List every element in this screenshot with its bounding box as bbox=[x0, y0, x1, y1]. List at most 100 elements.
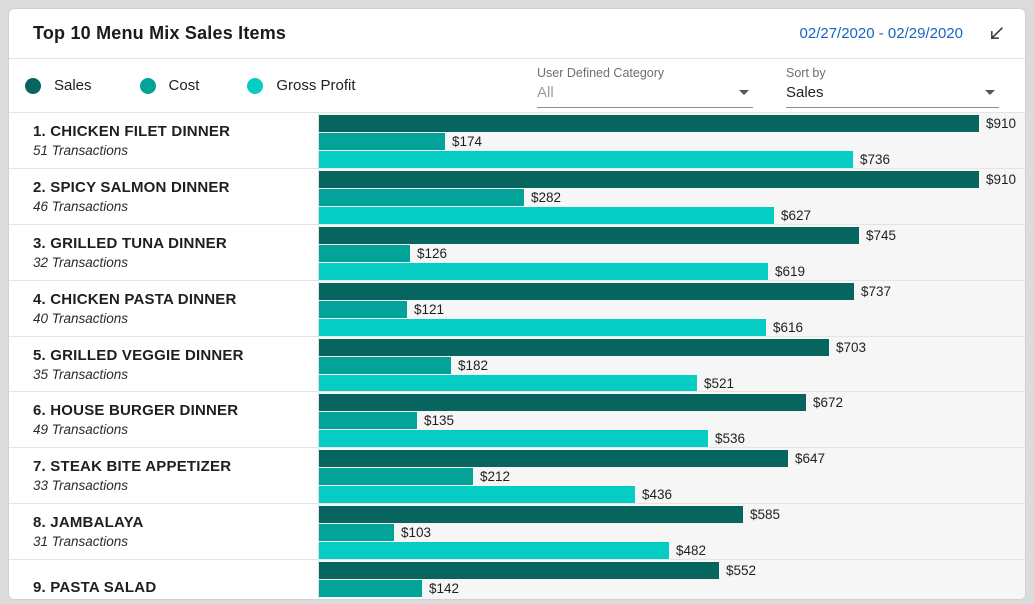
menu-item-label: 3. GRILLED TUNA DINNER 32 Transactions bbox=[9, 224, 319, 280]
cost-bar[interactable] bbox=[319, 468, 473, 486]
gross-profit-bar[interactable] bbox=[319, 262, 768, 280]
legend: Sales Cost Gross Profit bbox=[25, 77, 404, 94]
item-transactions: 33 Transactions bbox=[33, 478, 129, 494]
cost-bar[interactable] bbox=[319, 188, 524, 206]
gross-profit-bar-value: $736 bbox=[860, 152, 891, 167]
cost-bar-value: $103 bbox=[401, 525, 432, 541]
category-filter-field[interactable]: All bbox=[537, 84, 753, 108]
item-rank-name: 5. GRILLED VEGGIE DINNER bbox=[33, 346, 244, 364]
sales-color-dot bbox=[25, 77, 41, 94]
cost-bar-line: $282 bbox=[319, 188, 1025, 206]
sales-bar-value: $910 bbox=[986, 116, 1017, 131]
menu-item-bars: $737 $121 $616 bbox=[319, 280, 1025, 336]
chevron-down-icon bbox=[985, 90, 995, 95]
menu-mix-card: Top 10 Menu Mix Sales Items 02/27/2020 -… bbox=[8, 8, 1026, 600]
user-defined-category-select[interactable]: User Defined Category All bbox=[537, 66, 753, 108]
cost-bar[interactable] bbox=[319, 133, 445, 150]
sort-by-select[interactable]: Sort by Sales bbox=[786, 66, 999, 108]
menu-item-bars: $552 $142 bbox=[319, 560, 1025, 599]
menu-item-row: 2. SPICY SALMON DINNER 46 Transactions $… bbox=[9, 168, 1025, 225]
sales-bar-line: $703 bbox=[319, 338, 1025, 356]
sort-by-field[interactable]: Sales bbox=[786, 84, 999, 108]
menu-item-row: 9. PASTA SALAD $552 $142 bbox=[9, 560, 1025, 599]
cost-bar[interactable] bbox=[319, 580, 422, 598]
item-rank-name: 2. SPICY SALMON DINNER bbox=[33, 178, 230, 196]
gross-profit-color-dot bbox=[247, 77, 264, 94]
sales-bar[interactable] bbox=[319, 506, 743, 524]
sales-bar-value: $585 bbox=[750, 507, 781, 523]
legend-label-gross-profit: Gross Profit bbox=[276, 77, 356, 94]
gross-profit-bar[interactable] bbox=[319, 151, 853, 168]
cost-bar-value: $174 bbox=[452, 134, 483, 149]
gross-profit-bar-line: $436 bbox=[319, 486, 1025, 504]
sales-bar-line: $585 bbox=[319, 506, 1025, 524]
item-rank-name: 3. GRILLED TUNA DINNER bbox=[33, 234, 227, 252]
sales-bar[interactable] bbox=[319, 394, 806, 412]
legend-item-cost[interactable]: Cost bbox=[139, 77, 200, 94]
sales-bar[interactable] bbox=[319, 450, 788, 468]
sales-bar-line: $910 bbox=[319, 170, 1025, 188]
menu-item-label: 1. CHICKEN FILET DINNER 51 Transactions bbox=[9, 113, 319, 168]
sales-bar[interactable] bbox=[319, 115, 979, 132]
gross-profit-bar-line: $736 bbox=[319, 151, 1025, 168]
menu-item-bars: $672 $135 $536 bbox=[319, 392, 1025, 448]
sales-bar-value: $647 bbox=[795, 451, 826, 467]
legend-item-sales[interactable]: Sales bbox=[25, 77, 92, 94]
gross-profit-bar[interactable] bbox=[319, 318, 766, 336]
gross-profit-bar-value: $627 bbox=[781, 207, 812, 223]
sales-bar[interactable] bbox=[319, 562, 719, 580]
date-range-link[interactable]: 02/27/2020 - 02/29/2020 bbox=[799, 25, 963, 42]
item-rank-name: 9. PASTA SALAD bbox=[33, 579, 157, 597]
cost-bar[interactable] bbox=[319, 356, 451, 374]
collapse-arrow-icon[interactable] bbox=[985, 23, 1007, 45]
legend-label-cost: Cost bbox=[168, 77, 200, 94]
menu-item-bars: $647 $212 $436 bbox=[319, 448, 1025, 504]
menu-item-bars: $745 $126 $619 bbox=[319, 224, 1025, 280]
cost-bar[interactable] bbox=[319, 300, 407, 318]
gross-profit-bar-line: $482 bbox=[319, 542, 1025, 560]
gross-profit-bar[interactable] bbox=[319, 542, 669, 560]
chevron-down-icon bbox=[739, 90, 749, 95]
sales-bar[interactable] bbox=[319, 170, 979, 188]
sort-by-value: Sales bbox=[786, 84, 824, 101]
item-rank-name: 6. HOUSE BURGER DINNER bbox=[33, 402, 239, 420]
menu-item-label: 2. SPICY SALMON DINNER 46 Transactions bbox=[9, 168, 319, 224]
sales-bar[interactable] bbox=[319, 282, 854, 300]
gross-profit-bar[interactable] bbox=[319, 430, 708, 448]
legend-item-gross-profit[interactable]: Gross Profit bbox=[247, 77, 356, 94]
sales-bar-value: $737 bbox=[861, 283, 892, 299]
item-transactions: 31 Transactions bbox=[33, 534, 129, 550]
menu-item-label: 4. CHICKEN PASTA DINNER 40 Transactions bbox=[9, 280, 319, 336]
gross-profit-bar[interactable] bbox=[319, 486, 635, 504]
page-title: Top 10 Menu Mix Sales Items bbox=[33, 23, 287, 43]
menu-item-row: 5. GRILLED VEGGIE DINNER 35 Transactions… bbox=[9, 336, 1025, 393]
cost-bar-value: $121 bbox=[414, 301, 445, 317]
item-transactions: 49 Transactions bbox=[33, 422, 129, 438]
sales-bar[interactable] bbox=[319, 226, 859, 244]
cost-bar[interactable] bbox=[319, 524, 394, 542]
item-rank-name: 1. CHICKEN FILET DINNER bbox=[33, 122, 231, 140]
sales-bar-value: $672 bbox=[813, 395, 844, 411]
cost-bar-value: $142 bbox=[429, 581, 460, 597]
cost-bar[interactable] bbox=[319, 412, 417, 430]
legend-label-sales: Sales bbox=[54, 77, 92, 94]
sales-bar-value: $910 bbox=[986, 171, 1017, 187]
item-transactions: 46 Transactions bbox=[33, 198, 129, 214]
sales-bar[interactable] bbox=[319, 338, 829, 356]
gross-profit-bar[interactable] bbox=[319, 206, 774, 224]
menu-item-bars: $910 $282 $627 bbox=[319, 168, 1025, 224]
sort-by-label: Sort by bbox=[786, 66, 826, 80]
gross-profit-bar-value: $436 bbox=[642, 487, 673, 503]
sales-bar-line: $745 bbox=[319, 226, 1025, 244]
sales-bar-value: $745 bbox=[866, 227, 897, 243]
card-header: Top 10 Menu Mix Sales Items 02/27/2020 -… bbox=[9, 9, 1025, 59]
cost-bar-value: $282 bbox=[531, 189, 562, 205]
sales-bar-line: $672 bbox=[319, 394, 1025, 412]
cost-bar-line: $182 bbox=[319, 356, 1025, 374]
sales-bar-value: $703 bbox=[836, 339, 867, 355]
gross-profit-bar-line: $619 bbox=[319, 262, 1025, 280]
gross-profit-bar[interactable] bbox=[319, 374, 697, 392]
menu-item-label: 8. JAMBALAYA 31 Transactions bbox=[9, 504, 319, 560]
gross-profit-bar-line: $627 bbox=[319, 206, 1025, 224]
cost-bar[interactable] bbox=[319, 244, 410, 262]
